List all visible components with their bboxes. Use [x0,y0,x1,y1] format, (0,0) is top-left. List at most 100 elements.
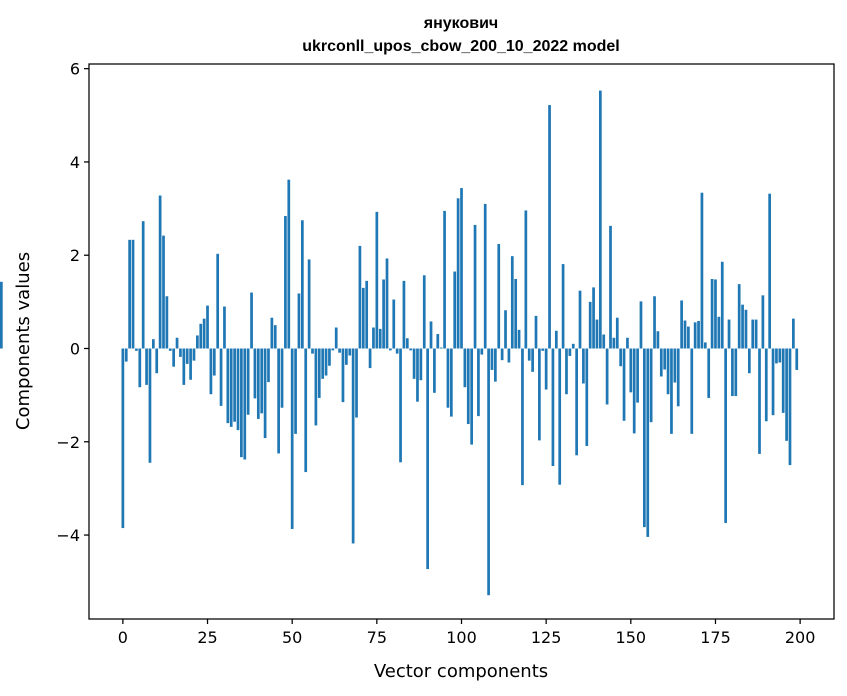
bar-component-181 [734,348,738,397]
bar-component-81 [395,348,399,354]
x-tick-label: 150 [616,628,647,647]
bar-component-75 [375,211,379,349]
bar-component-13 [165,296,169,349]
bar-component-70 [358,245,362,349]
bar-component-171 [700,192,704,349]
bar-component-84 [405,338,409,349]
bar-component-43 [267,348,270,383]
bar-component-175 [714,279,717,349]
bar-component-190 [764,348,768,422]
bar-component-187 [754,319,758,349]
bar-component-184 [744,309,748,349]
bar-component-38 [250,292,253,349]
bar-component-148 [622,348,626,421]
bar-component-165 [680,300,683,349]
bar-component-25 [206,305,209,349]
bar-component-22 [196,335,199,349]
x-tick-label: 25 [197,628,217,647]
bar-component-109 [490,348,494,370]
bar-component-121 [531,348,534,372]
bar-component-0 [121,348,125,529]
bar-component-102 [466,348,470,425]
bar-component-142 [602,334,606,349]
bar-component-107 [483,203,487,349]
bar-component-6 [141,221,145,349]
bar-component-32 [229,348,233,427]
bar-component-194 [778,348,782,363]
x-tick-label: 50 [282,628,302,647]
bar-component-114 [507,348,511,363]
bar-component-146 [615,317,619,349]
bar-component-54 [304,348,308,473]
bar-component-103 [470,348,474,445]
bar-component-14 [168,348,172,351]
bar-component-29 [219,348,223,406]
bar-component-130 [561,264,565,349]
bar-component-104 [473,224,477,349]
bar-component-152 [636,348,639,403]
bar-component-96 [446,348,450,408]
bar-component-153 [639,301,643,349]
bar-component-57 [314,348,318,426]
bar-component-129 [558,348,562,485]
bar-component-72 [365,280,369,349]
bar-component-80 [392,299,396,349]
bar-component-23 [199,323,203,349]
bar-component-90 [426,348,429,570]
bar-component-144 [609,225,612,349]
bar-component-89 [422,275,426,349]
bar-component-99 [456,198,460,349]
y-tick-label: 0 [70,339,80,358]
bar-component-36 [243,348,247,460]
bar-component-66 [345,348,348,365]
bar-component-191 [768,193,772,349]
bar-component-108 [487,348,490,596]
bar-component-61 [328,348,331,366]
bar-component-41 [260,348,264,414]
bar-component-10 [155,348,159,374]
bar-component-143 [605,348,609,405]
bar-component-93 [436,334,440,349]
bar-component-5 [138,348,142,388]
bar-component-169 [693,322,697,349]
bar-component-123 [538,348,541,441]
bar-component-111 [497,244,501,349]
y-tick-label: 4 [70,153,80,172]
bar-component-undefined [0,281,3,349]
bar-component-17 [179,348,182,357]
bar-component-161 [666,348,670,395]
bar-component-177 [720,261,724,349]
bars-layer [0,90,799,596]
bar-component-77 [382,279,385,349]
bar-component-167 [687,326,690,349]
bar-component-59 [321,348,325,379]
bar-component-134 [575,348,578,456]
plot-frame [88,63,835,620]
bar-component-168 [690,348,694,434]
bar-component-87 [416,348,419,402]
bar-component-67 [348,348,352,356]
bar-component-133 [571,343,575,349]
bar-component-58 [317,348,321,398]
bar-component-49 [287,179,291,349]
bar-component-62 [331,348,335,351]
bar-component-51 [294,348,297,434]
bar-component-138 [588,301,592,349]
bar-component-9 [151,339,155,349]
bar-component-166 [683,320,687,349]
bar-component-15 [172,348,176,367]
bar-component-65 [341,348,345,403]
bar-component-149 [626,337,629,349]
bar-component-100 [460,188,463,349]
bar-component-42 [263,348,267,439]
bar-component-115 [510,256,514,349]
bar-component-112 [500,348,504,361]
bar-component-88 [419,348,423,381]
bar-component-178 [724,348,727,523]
bar-component-132 [568,348,572,356]
bar-component-183 [741,304,744,349]
x-axis-label: Vector components [374,661,548,682]
bar-component-157 [653,296,656,349]
x-tick-label: 200 [785,628,816,647]
y-axis-label: Components values [13,252,34,430]
